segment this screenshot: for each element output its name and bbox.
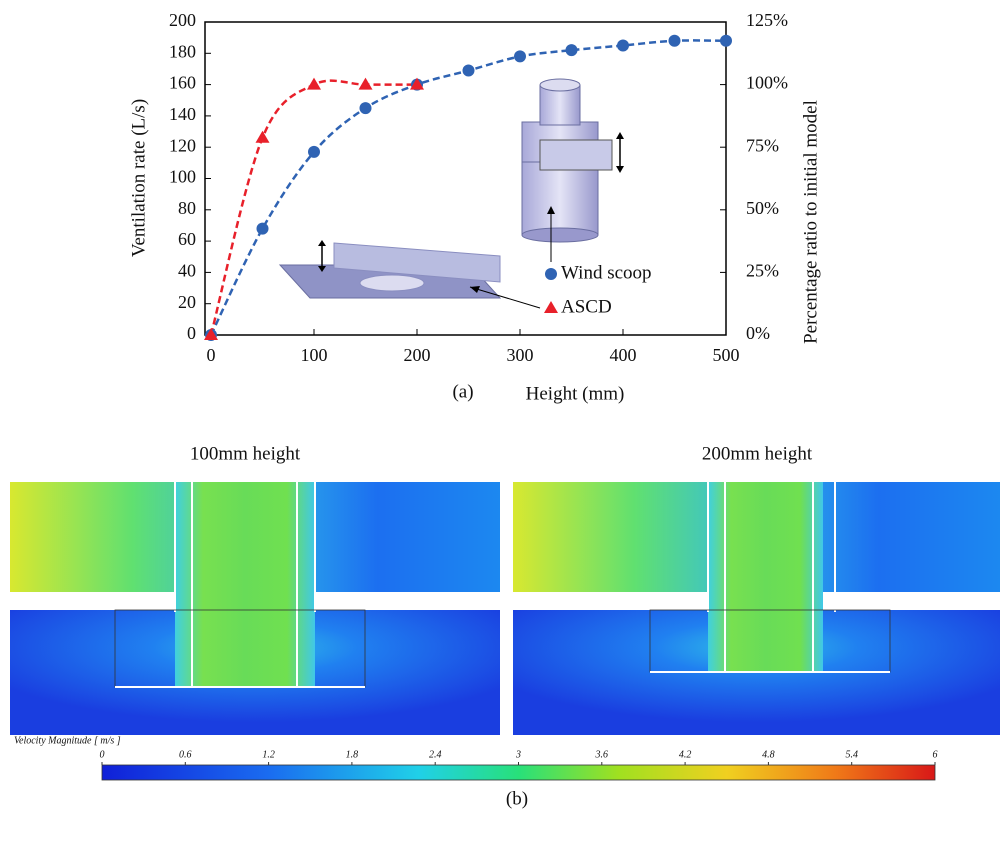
- colorbar-tick-label: 2.4: [429, 749, 442, 760]
- y2-tick-label: 25%: [746, 261, 779, 281]
- figure: 0204060801001201401601802000%25%50%75%10…: [0, 0, 1002, 838]
- y2-tick-label: 75%: [746, 135, 779, 155]
- marker: [359, 78, 373, 90]
- ascd-illustration: [280, 240, 540, 308]
- y-tick-label: 180: [169, 41, 196, 61]
- ticks: 0 20 40 60 80 100 120 140 160 180 200 0% 25% 50% 75% 10…: [169, 10, 788, 365]
- wind-scoop-illustration: [522, 79, 624, 262]
- y-tick-label: 60: [178, 229, 196, 249]
- marker: [720, 35, 732, 47]
- x-tick-label: 0: [207, 345, 216, 365]
- colorbar-ticks: 0 0.6 1.2 1.8 2.4 3 3.6 4.2 4.8 5.4 6: [100, 749, 938, 765]
- y-tick-label: 40: [178, 261, 196, 281]
- colorbar-tick-label: 5.4: [845, 749, 858, 760]
- colorbar-tick-label: 4.8: [762, 749, 775, 760]
- y-tick-label: 80: [178, 198, 196, 218]
- cfd-panel: [10, 482, 500, 735]
- marker: [669, 35, 681, 47]
- y2-tick-label: 125%: [746, 10, 788, 30]
- marker: [566, 44, 578, 56]
- colorbar-tick-label: 1.8: [346, 749, 359, 760]
- marker: [617, 39, 629, 51]
- marker: [514, 50, 526, 62]
- colorbar: [102, 765, 935, 780]
- y-tick-label: 100: [169, 167, 196, 187]
- colorbar-tick-label: 1.2: [262, 749, 275, 760]
- y-tick-label: 160: [169, 73, 196, 93]
- x-tick-label: 100: [301, 345, 328, 365]
- colorbar-label: Velocity Magnitude [ m/s ]: [14, 735, 121, 746]
- y2-tick-label: 0%: [746, 323, 770, 343]
- x-tick-label: 500: [713, 345, 740, 365]
- colorbar-tick-label: 0.6: [179, 749, 192, 760]
- legend-label: ASCD: [561, 296, 612, 317]
- marker: [308, 146, 320, 158]
- y2-axis-label: Percentage ratio to initial model: [800, 100, 821, 344]
- y-tick-label: 0: [187, 323, 196, 343]
- y-axis-label: Ventilation rate (L/s): [128, 99, 149, 257]
- marker: [544, 301, 558, 313]
- x-axis-label: Height (mm): [526, 383, 625, 404]
- x-tick-label: 300: [507, 345, 534, 365]
- colorbar-tick-label: 3.6: [595, 749, 609, 760]
- y-tick-label: 200: [169, 10, 196, 30]
- marker: [463, 65, 475, 77]
- marker: [257, 223, 269, 235]
- marker: [256, 131, 270, 143]
- panel-title: 100mm height: [190, 443, 301, 464]
- y-tick-label: 140: [169, 104, 196, 124]
- colorbar-tick-label: 3: [515, 749, 521, 760]
- legend-label: Wind scoop: [561, 262, 652, 283]
- marker: [360, 102, 372, 114]
- colorbar-tick-label: 4.2: [679, 749, 692, 760]
- x-tick-label: 400: [610, 345, 637, 365]
- y2-tick-label: 50%: [746, 198, 779, 218]
- caption: (b): [506, 788, 528, 809]
- cfd-panel: [513, 482, 1000, 735]
- colorbar-tick-label: 6: [933, 749, 938, 760]
- y-tick-label: 20: [178, 292, 196, 312]
- panel-title: 200mm height: [702, 443, 813, 464]
- caption: (a): [452, 381, 473, 402]
- x-tick-label: 200: [404, 345, 431, 365]
- marker: [307, 78, 321, 90]
- y2-tick-label: 100%: [746, 73, 788, 93]
- marker: [545, 268, 557, 280]
- colorbar-tick-label: 0: [100, 749, 105, 760]
- y-tick-label: 120: [169, 135, 196, 155]
